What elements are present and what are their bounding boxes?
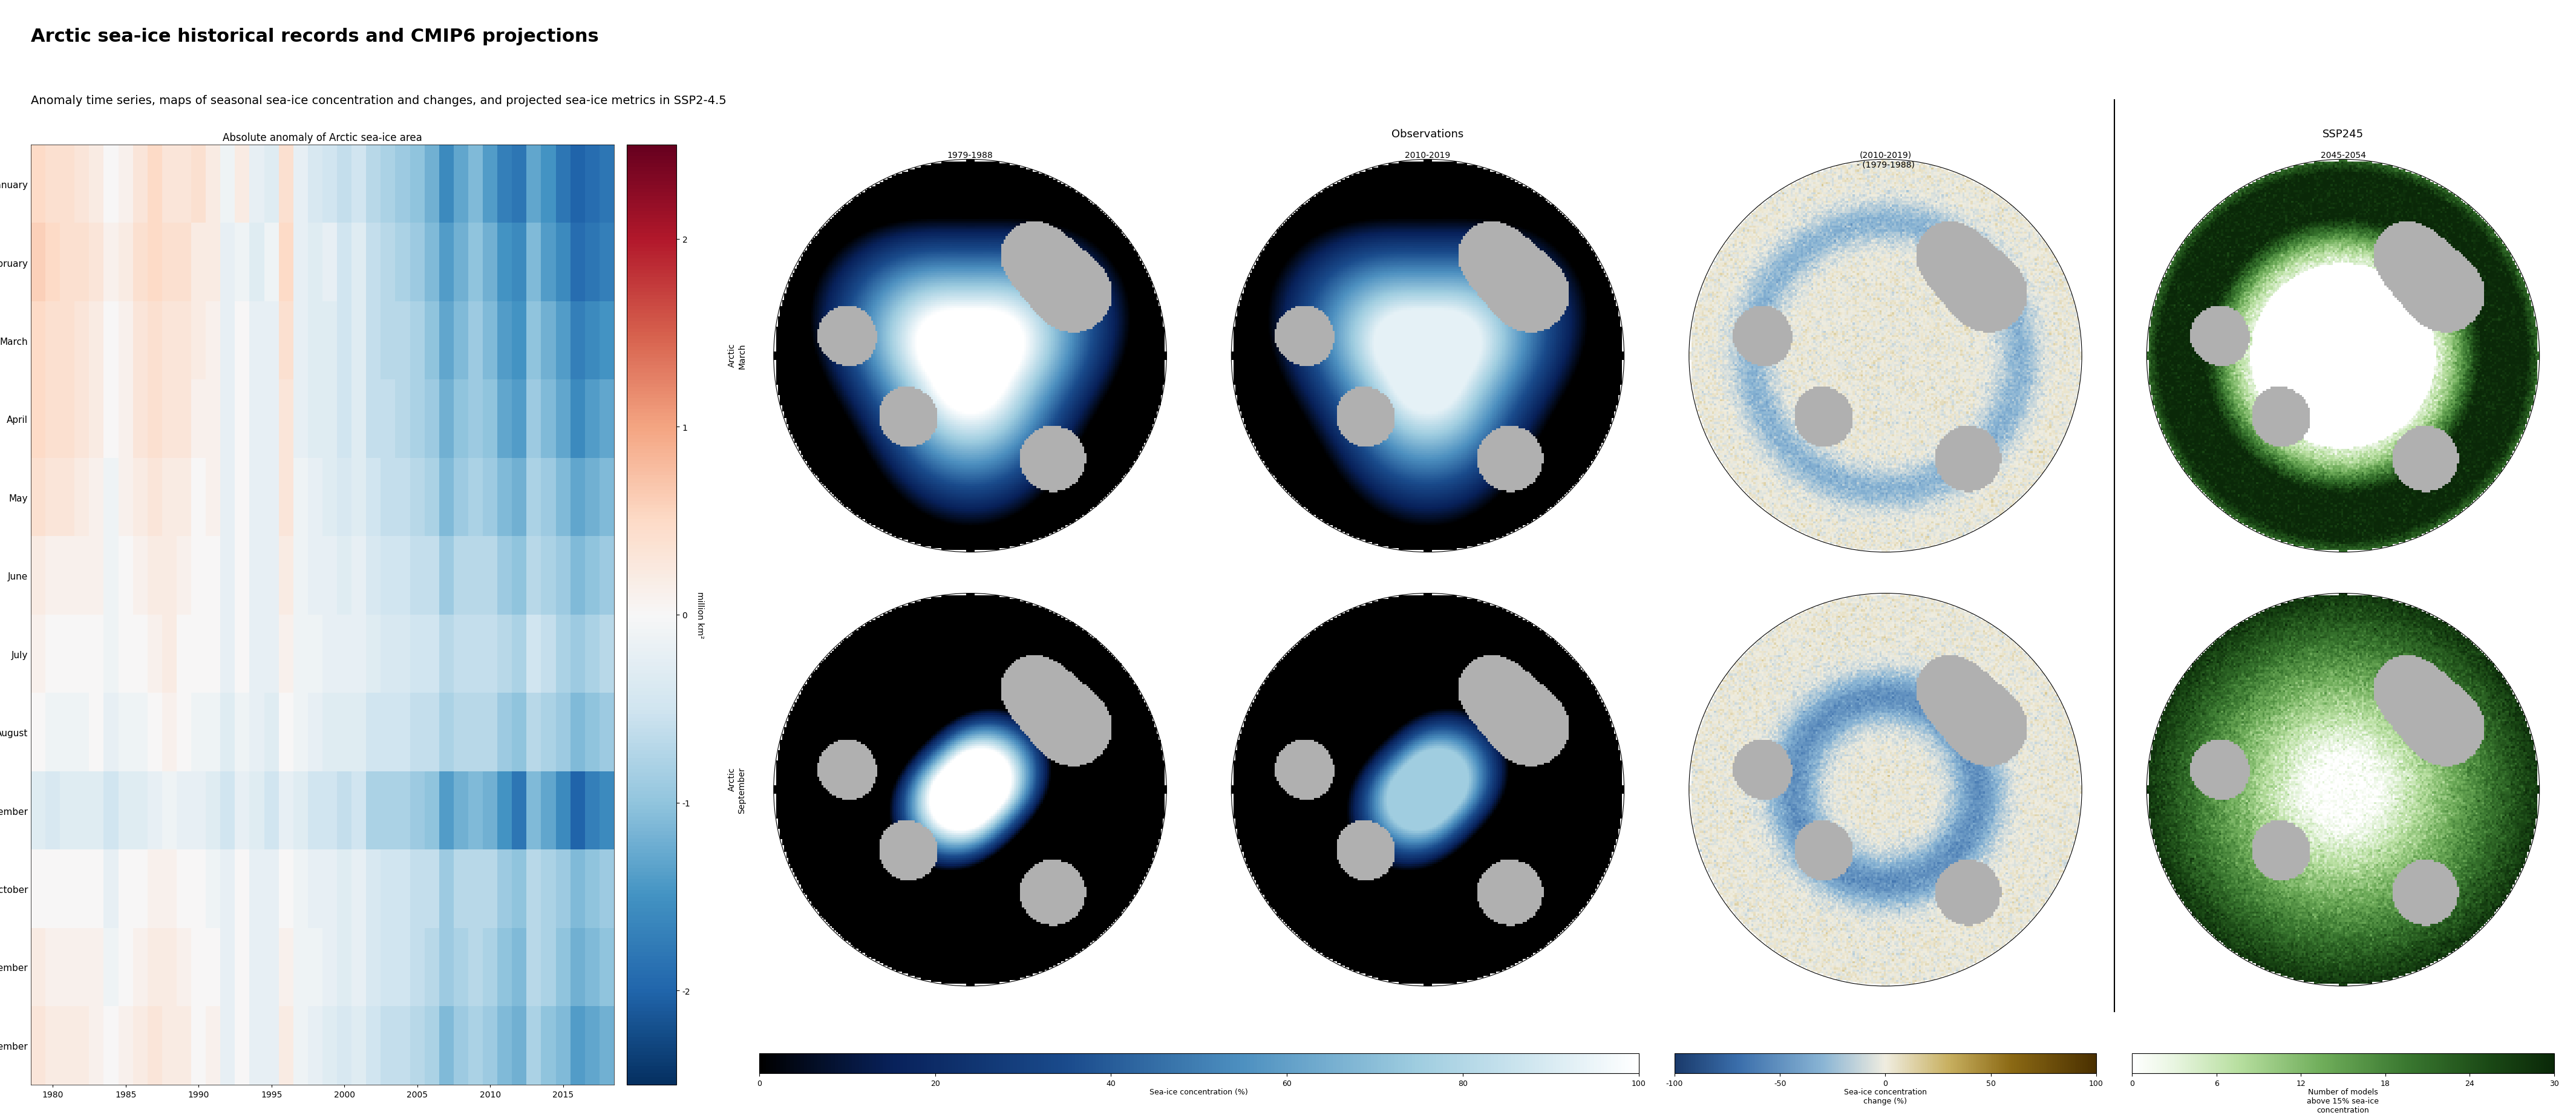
Text: 1979-1988: 1979-1988: [948, 151, 992, 160]
X-axis label: Number of models
above 15% sea-ice
concentration: Number of models above 15% sea-ice conce…: [2308, 1088, 2380, 1114]
Text: (2010-2019)
- (1979-1988): (2010-2019) - (1979-1988): [1857, 151, 1914, 169]
Text: Arctic
March: Arctic March: [729, 343, 747, 369]
Text: 2045-2054: 2045-2054: [2321, 151, 2365, 160]
Text: 2010-2019: 2010-2019: [1404, 151, 1450, 160]
Y-axis label: million km²: million km²: [696, 591, 703, 638]
X-axis label: Sea-ice concentration (%): Sea-ice concentration (%): [1149, 1088, 1249, 1096]
Text: Arctic
September: Arctic September: [729, 767, 747, 813]
Text: Arctic sea-ice historical records and CMIP6 projections: Arctic sea-ice historical records and CM…: [31, 28, 598, 46]
Text: Observations: Observations: [1391, 129, 1463, 140]
Text: Anomaly time series, maps of seasonal sea-ice concentration and changes, and pro: Anomaly time series, maps of seasonal se…: [31, 95, 726, 106]
Title: Absolute anomaly of Arctic sea-ice area: Absolute anomaly of Arctic sea-ice area: [222, 133, 422, 143]
Text: SSP245: SSP245: [2324, 129, 2365, 140]
X-axis label: Sea-ice concentration
change (%): Sea-ice concentration change (%): [1844, 1088, 1927, 1105]
